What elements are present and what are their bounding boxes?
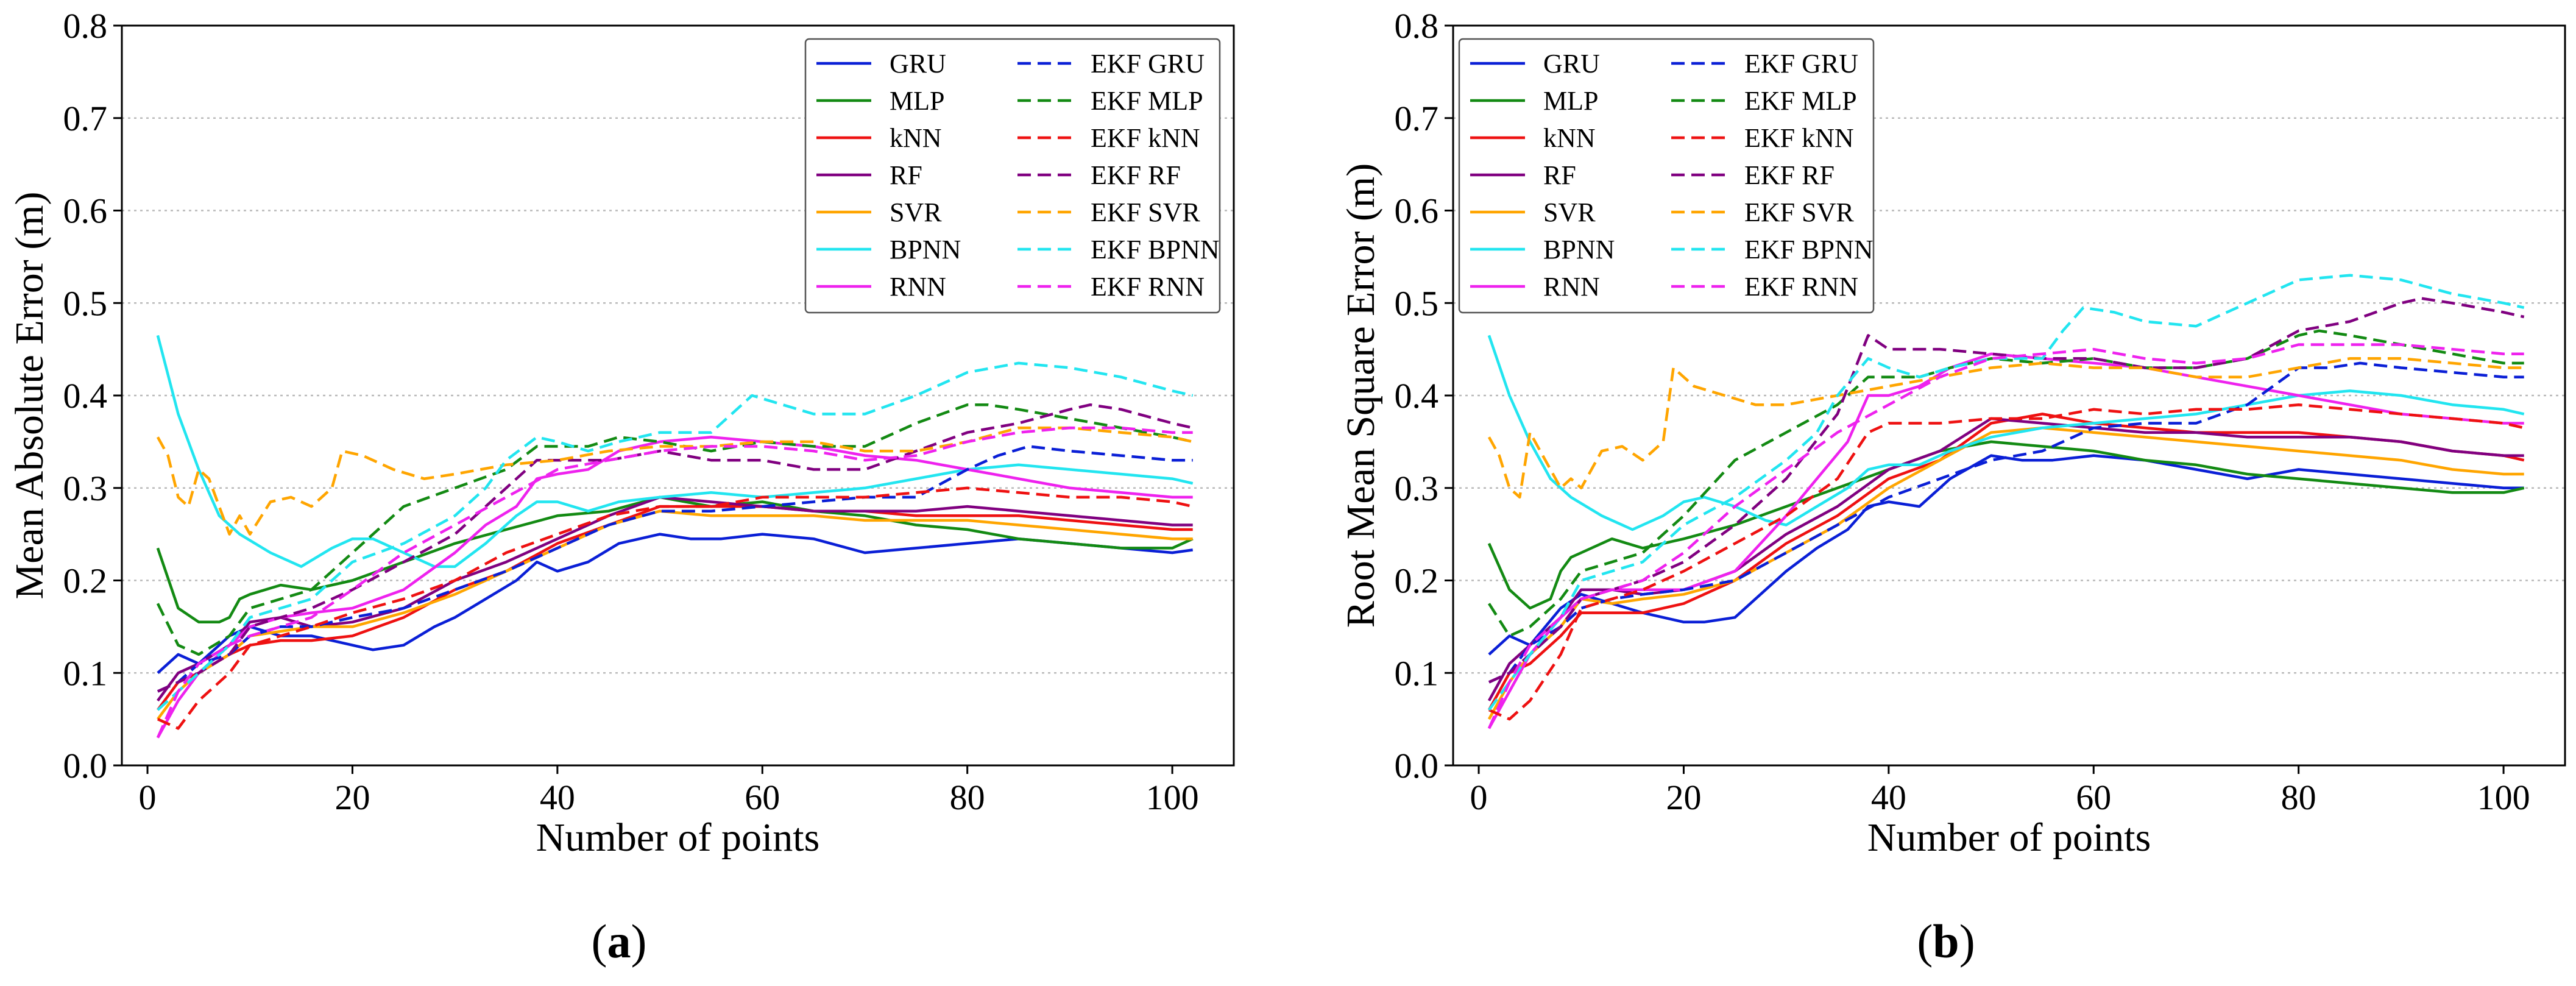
legend: GRU MLP kNN RF SVR BPNN RNN EKF GRU EKF MLP EKF k… xyxy=(1458,38,1875,314)
legend-entry-ekf-knn: EKF kNN xyxy=(1744,123,1854,153)
y-tick-label: 0.2 xyxy=(1395,561,1439,601)
legend-entry-rnn: RNN xyxy=(1543,272,1600,302)
legend-entry-ekf-bpnn: EKF BPNN xyxy=(1091,235,1220,264)
legend-entry-mlp: MLP xyxy=(890,86,944,116)
y-axis-label: Root Mean Square Error (m) xyxy=(1339,163,1383,628)
panel-label-a: (a) xyxy=(591,915,647,968)
x-tick-label: 80 xyxy=(950,778,985,817)
x-tick-label: 0 xyxy=(1470,778,1488,817)
series-line-ekf-knn xyxy=(157,486,1194,730)
y-axis-label: Mean Absolute Error (m) xyxy=(7,192,52,600)
x-tick-label: 60 xyxy=(745,778,780,817)
legend-entry-ekf-rf: EKF RF xyxy=(1091,160,1181,190)
series-line-ekf-bpnn xyxy=(157,361,1194,711)
x-tick-label: 40 xyxy=(1871,778,1906,817)
y-tick-label: 0.0 xyxy=(63,746,108,786)
y-tick-label: 0.5 xyxy=(63,283,108,323)
panel-label-b: (b) xyxy=(1917,915,1975,968)
series-line-ekf-rnn xyxy=(156,426,1193,739)
legend-entry-ekf-svr: EKF SVR xyxy=(1091,197,1200,227)
chart-panel-a: 0.0 0.1 0.2 0.3 0.4 0.5 0.6 0.7 0.8 0 20 40 60 80 100 N… xyxy=(7,6,1235,860)
legend-entry-gru: GRU xyxy=(1543,49,1600,79)
legend-entry-ekf-svr: EKF SVR xyxy=(1744,197,1854,227)
legend-entry-ekf-gru: EKF GRU xyxy=(1091,49,1205,79)
series-line-ekf-svr xyxy=(1487,357,2524,499)
y-tick-label: 0.6 xyxy=(1395,191,1439,231)
series-line-ekf-bpnn xyxy=(1488,274,2525,711)
chart-panel-b: 0.0 0.1 0.2 0.3 0.4 0.5 0.6 0.7 0.8 0 20 40 60 80 100 N… xyxy=(1339,6,2566,860)
legend-entry-ekf-knn: EKF kNN xyxy=(1091,123,1200,153)
legend-entry-ekf-mlp: EKF MLP xyxy=(1744,86,1857,116)
y-tick-label: 0.7 xyxy=(63,99,108,138)
series-line-mlp xyxy=(156,495,1194,624)
legend-entry-bpnn: BPNN xyxy=(890,235,961,264)
y-tick-label: 0.1 xyxy=(63,653,108,693)
series-line-ekf-mlp xyxy=(1487,329,2524,637)
series-line-ekf-rf xyxy=(1488,297,2525,684)
legend-entry-ekf-rnn: EKF RNN xyxy=(1091,272,1205,302)
series-line-svr xyxy=(1487,426,2524,720)
series-line-bpnn xyxy=(1487,335,2525,531)
y-tick-label: 0.7 xyxy=(1395,99,1439,138)
y-tick-label: 0.3 xyxy=(1395,469,1439,508)
series-line-ekf-knn xyxy=(1488,403,2525,721)
legend: GRU MLP kNN RF SVR BPNN RNN EKF GRU EKF MLP EKF k… xyxy=(804,38,1221,314)
legend-box xyxy=(804,38,1221,314)
legend-entry-ekf-rnn: EKF RNN xyxy=(1744,272,1858,302)
legend-entry-svr: SVR xyxy=(1543,197,1596,227)
legend-entry-ekf-mlp: EKF MLP xyxy=(1091,86,1203,116)
x-tick-label: 100 xyxy=(1146,778,1199,817)
x-axis-label: Number of points xyxy=(536,815,820,860)
legend-entry-ekf-bpnn: EKF BPNN xyxy=(1744,235,1874,264)
series-line-rf xyxy=(1487,417,2524,701)
y-tick-label: 0.5 xyxy=(1395,283,1439,323)
legend-entry-bpnn: BPNN xyxy=(1543,235,1615,264)
y-tick-label: 0.1 xyxy=(1395,653,1439,693)
y-tick-label: 0.2 xyxy=(63,561,108,601)
series-line-gru xyxy=(157,533,1194,674)
y-tick-label: 0.6 xyxy=(63,191,108,231)
legend-entry-mlp: MLP xyxy=(1543,86,1598,116)
series-line-ekf-mlp xyxy=(156,403,1194,656)
series-line-ekf-gru xyxy=(1488,361,2524,684)
y-tick-label: 0.8 xyxy=(1395,6,1439,46)
y-tick-label: 0.8 xyxy=(63,6,108,46)
x-tick-label: 60 xyxy=(2076,778,2111,817)
series-line-ekf-rnn xyxy=(1487,343,2524,729)
legend-entry-knn: kNN xyxy=(890,123,942,153)
legend-entry-ekf-gru: EKF GRU xyxy=(1744,49,1858,79)
legend-entry-rf: RF xyxy=(1543,160,1576,190)
x-tick-label: 100 xyxy=(2477,778,2530,817)
series-line-ekf-svr xyxy=(156,426,1194,536)
legend-entry-svr: SVR xyxy=(890,197,942,227)
legend-entry-gru: GRU xyxy=(890,49,946,79)
y-tick-label: 0.0 xyxy=(1395,746,1439,786)
y-tick-label: 0.4 xyxy=(63,376,108,416)
x-tick-label: 80 xyxy=(2281,778,2316,817)
x-axis-label: Number of points xyxy=(1867,815,2151,860)
legend-entry-knn: kNN xyxy=(1543,123,1596,153)
y-tick-label: 0.3 xyxy=(63,469,108,508)
legend-box xyxy=(1458,38,1875,314)
legend-entry-ekf-rf: EKF RF xyxy=(1744,160,1835,190)
x-tick-label: 20 xyxy=(334,778,370,817)
legend-entry-rf: RF xyxy=(890,160,922,190)
x-tick-label: 20 xyxy=(1666,778,1701,817)
y-tick-label: 0.4 xyxy=(1395,376,1439,416)
x-tick-label: 40 xyxy=(540,778,575,817)
x-tick-label: 0 xyxy=(139,778,157,817)
legend-entry-rnn: RNN xyxy=(890,272,946,302)
series-line-ekf-gru xyxy=(157,445,1193,693)
